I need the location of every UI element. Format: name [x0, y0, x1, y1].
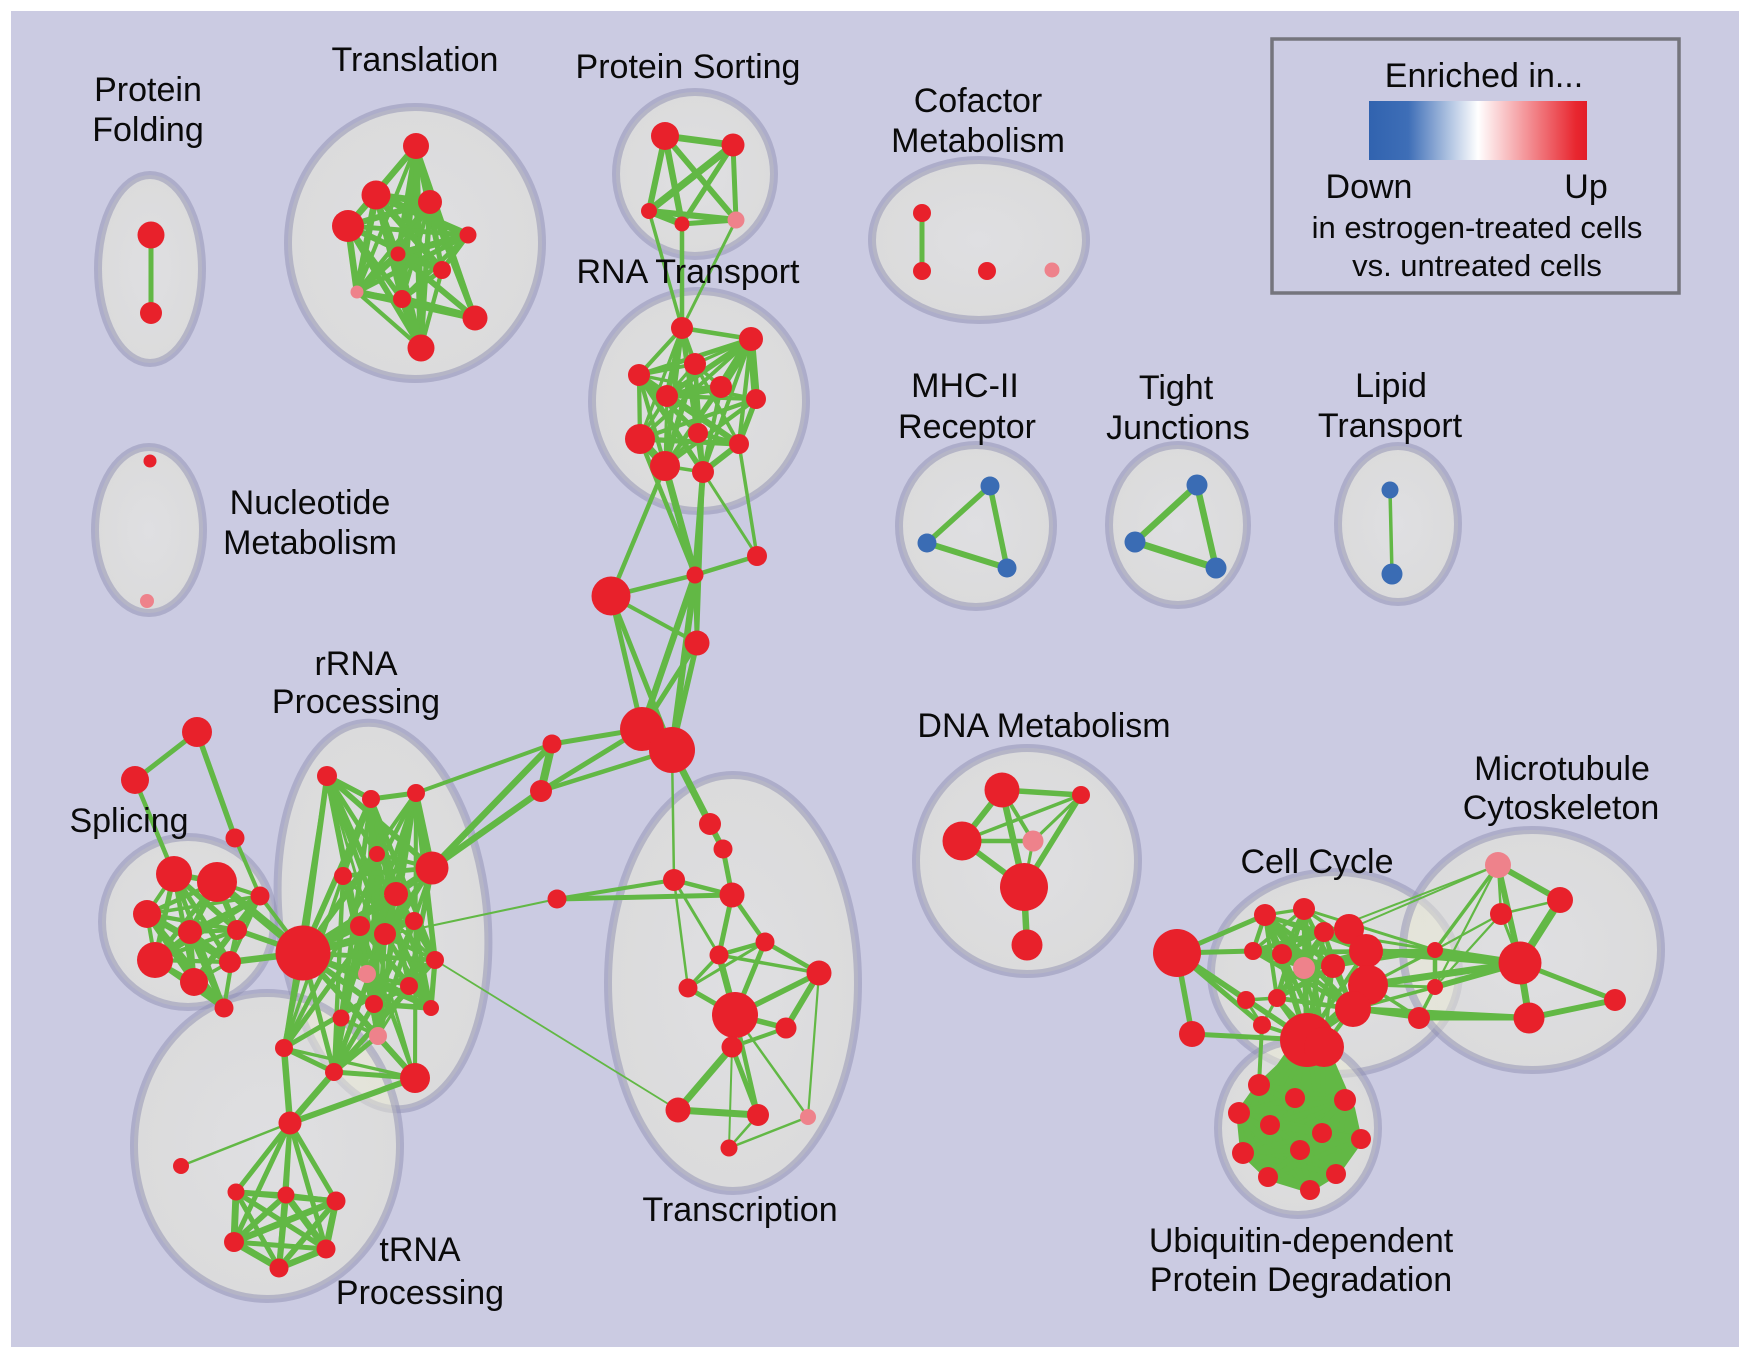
svg-text:Microtubule: Microtubule: [1474, 750, 1650, 788]
svg-text:Enriched in...: Enriched in...: [1385, 57, 1583, 95]
svg-text:Transcription: Transcription: [642, 1191, 837, 1229]
svg-text:rRNA: rRNA: [314, 645, 397, 683]
svg-text:Protein: Protein: [94, 71, 202, 109]
svg-text:Translation: Translation: [332, 41, 499, 79]
svg-text:Cytoskeleton: Cytoskeleton: [1463, 789, 1660, 827]
svg-text:Metabolism: Metabolism: [891, 122, 1065, 160]
svg-text:Tight: Tight: [1139, 369, 1214, 407]
svg-text:Nucleotide: Nucleotide: [230, 484, 391, 522]
svg-text:Metabolism: Metabolism: [223, 524, 397, 562]
svg-text:RNA Transport: RNA Transport: [577, 253, 801, 291]
svg-text:vs. untreated cells: vs. untreated cells: [1352, 248, 1602, 283]
svg-text:Ubiquitin-dependent: Ubiquitin-dependent: [1149, 1222, 1454, 1260]
svg-text:Transport: Transport: [1318, 407, 1463, 445]
svg-text:Receptor: Receptor: [898, 408, 1036, 446]
svg-text:Folding: Folding: [92, 111, 204, 149]
svg-text:Cofactor: Cofactor: [914, 82, 1043, 120]
svg-text:Down: Down: [1326, 168, 1413, 206]
svg-text:Processing: Processing: [272, 683, 440, 721]
svg-text:Junctions: Junctions: [1106, 409, 1250, 447]
svg-text:in estrogen-treated cells: in estrogen-treated cells: [1312, 210, 1643, 245]
svg-text:Lipid: Lipid: [1355, 367, 1427, 405]
svg-text:Protein Degradation: Protein Degradation: [1150, 1261, 1452, 1299]
svg-text:Splicing: Splicing: [69, 802, 188, 840]
svg-text:MHC-II: MHC-II: [911, 367, 1019, 405]
svg-text:Up: Up: [1564, 168, 1607, 206]
svg-text:Protein Sorting: Protein Sorting: [576, 48, 801, 86]
svg-text:tRNA: tRNA: [379, 1231, 461, 1269]
svg-text:Processing: Processing: [336, 1274, 504, 1312]
svg-text:DNA Metabolism: DNA Metabolism: [917, 707, 1170, 745]
svg-text:Cell Cycle: Cell Cycle: [1240, 843, 1393, 881]
